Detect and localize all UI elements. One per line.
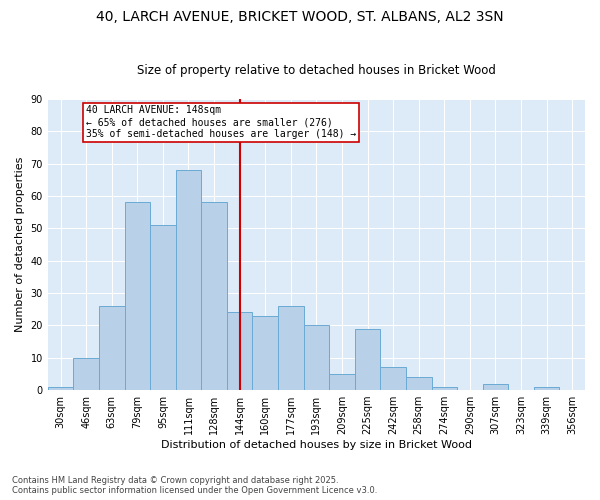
- Bar: [227, 312, 253, 390]
- Bar: [201, 202, 227, 390]
- Text: 40, LARCH AVENUE, BRICKET WOOD, ST. ALBANS, AL2 3SN: 40, LARCH AVENUE, BRICKET WOOD, ST. ALBA…: [96, 10, 504, 24]
- Bar: [406, 377, 431, 390]
- Bar: [253, 316, 278, 390]
- Bar: [355, 328, 380, 390]
- Bar: [304, 326, 329, 390]
- Y-axis label: Number of detached properties: Number of detached properties: [15, 157, 25, 332]
- Bar: [176, 170, 201, 390]
- Bar: [329, 374, 355, 390]
- Bar: [73, 358, 99, 390]
- Bar: [125, 202, 150, 390]
- Text: Contains HM Land Registry data © Crown copyright and database right 2025.
Contai: Contains HM Land Registry data © Crown c…: [12, 476, 377, 495]
- Bar: [48, 387, 73, 390]
- Bar: [482, 384, 508, 390]
- Bar: [150, 225, 176, 390]
- X-axis label: Distribution of detached houses by size in Bricket Wood: Distribution of detached houses by size …: [161, 440, 472, 450]
- Bar: [278, 306, 304, 390]
- Bar: [534, 387, 559, 390]
- Bar: [99, 306, 125, 390]
- Bar: [431, 387, 457, 390]
- Title: Size of property relative to detached houses in Bricket Wood: Size of property relative to detached ho…: [137, 64, 496, 77]
- Bar: [380, 368, 406, 390]
- Text: 40 LARCH AVENUE: 148sqm
← 65% of detached houses are smaller (276)
35% of semi-d: 40 LARCH AVENUE: 148sqm ← 65% of detache…: [86, 106, 356, 138]
